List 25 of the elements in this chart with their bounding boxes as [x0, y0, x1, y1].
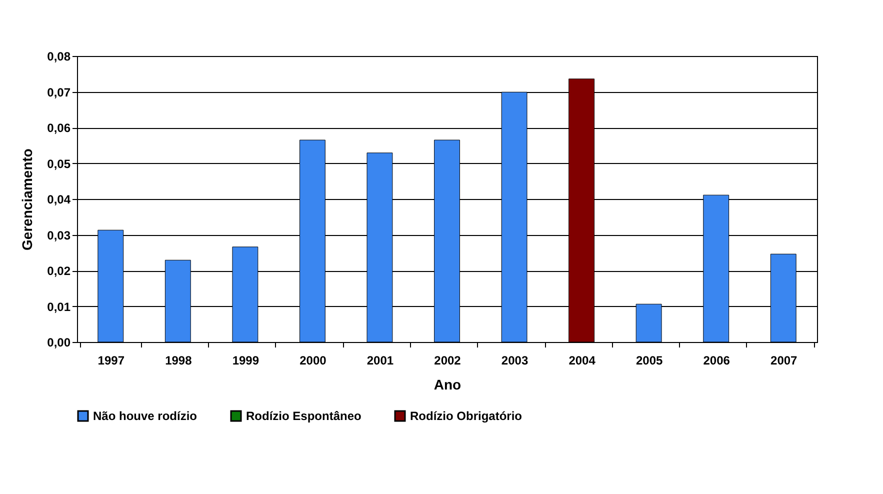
legend-label: Rodízio Espontâneo: [246, 409, 362, 423]
y-tick-label: 0,01: [47, 300, 71, 314]
y-tick-label: 0,03: [47, 228, 71, 242]
y-tick-label: 0,05: [47, 156, 71, 171]
y-tick-label: 0,00: [47, 336, 71, 350]
x-tick-label: 2001: [366, 354, 394, 368]
x-tick-label: 2004: [568, 354, 596, 368]
x-tick-label: 2000: [300, 354, 327, 368]
y-tick-label: 0,04: [47, 192, 71, 206]
x-tick-label: 1998: [165, 354, 192, 368]
x-tick-label: 1999: [232, 354, 260, 368]
x-tick-label: 2007: [770, 354, 798, 368]
x-tick-label: 2003: [501, 354, 528, 368]
x-tick-label: 1997: [98, 354, 125, 368]
y-axis-title: Gerenciamento: [19, 148, 36, 250]
x-tick-label: 2005: [636, 354, 663, 368]
legend-label: Não houve rodízio: [93, 409, 198, 423]
x-tick-label: 2006: [703, 354, 730, 368]
y-tick-label: 0,06: [47, 121, 71, 135]
x-axis-title: Ano: [434, 376, 462, 392]
y-tick-label: 0,08: [47, 50, 71, 64]
legend-label: Rodízio Obrigatório: [410, 409, 522, 423]
x-tick-label: 2002: [434, 354, 462, 368]
y-tick-label: 0,02: [47, 264, 71, 278]
y-tick-label: 0,07: [47, 85, 71, 100]
